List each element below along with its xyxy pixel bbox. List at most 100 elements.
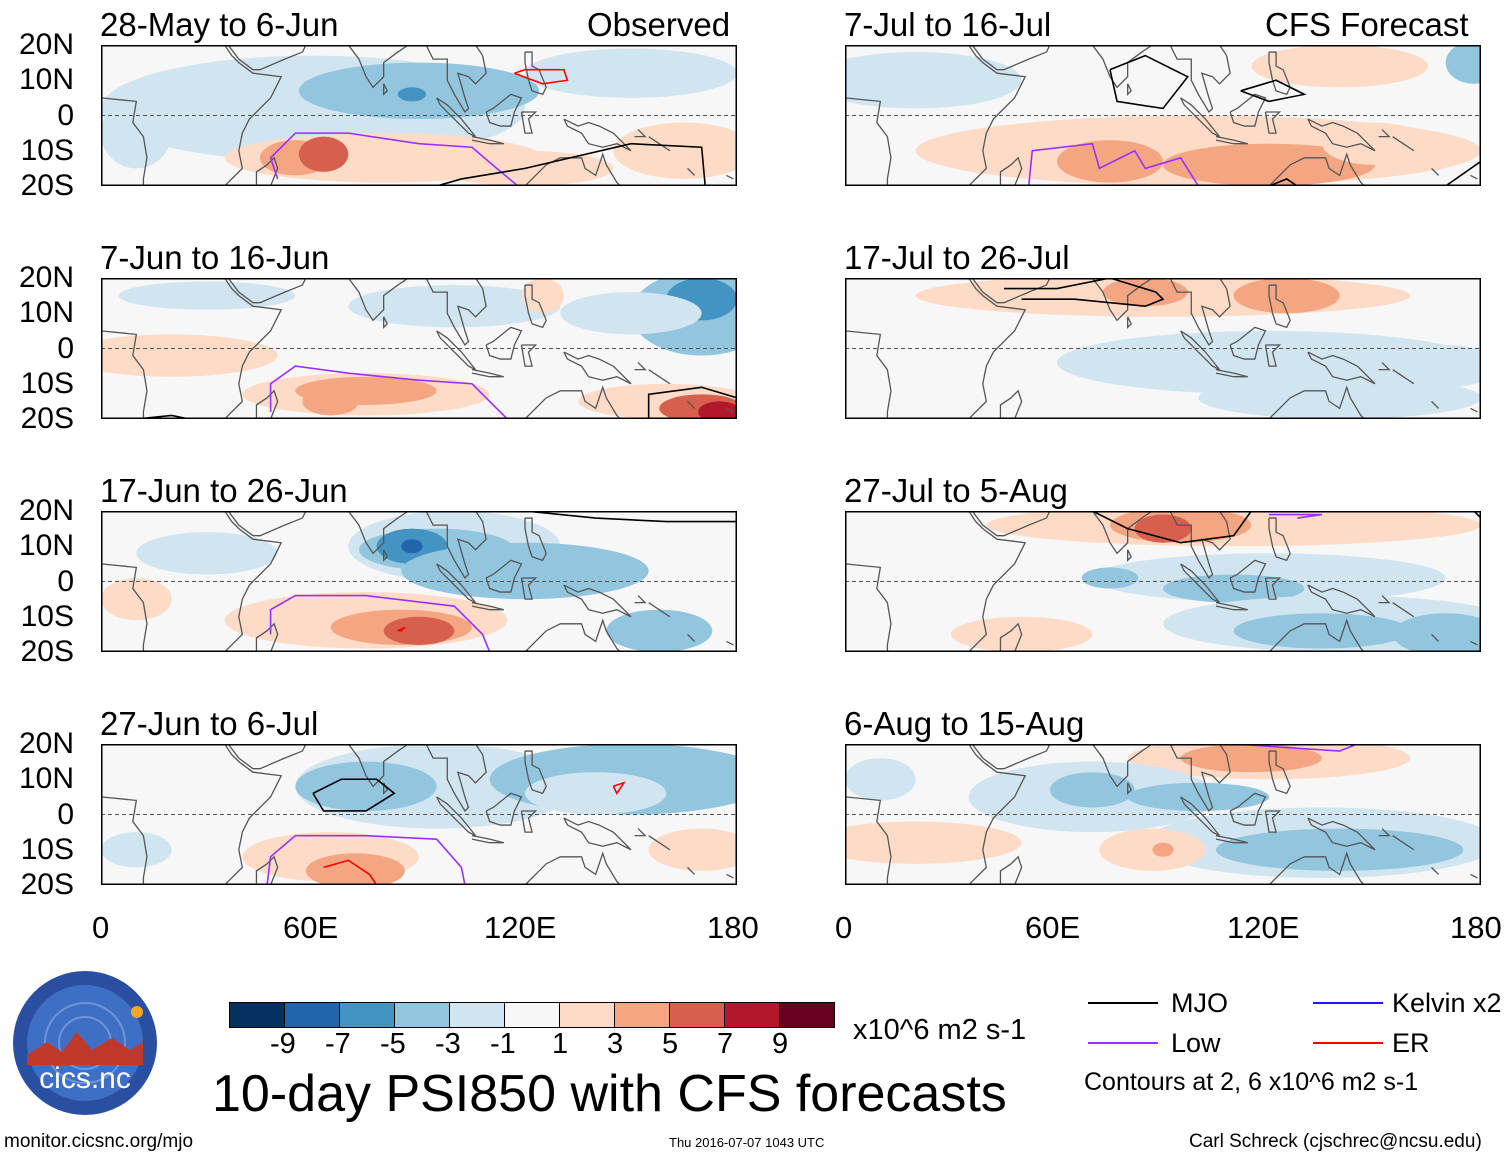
coastline bbox=[1379, 130, 1390, 137]
coastline bbox=[1216, 836, 1248, 843]
footer-url[interactable]: monitor.cicsnc.org/mjo bbox=[4, 1131, 194, 1152]
coastline bbox=[1248, 853, 1365, 885]
coastline bbox=[1308, 352, 1375, 384]
coastline bbox=[1092, 511, 1152, 553]
anomaly-shading bbox=[1127, 782, 1269, 811]
coastline bbox=[348, 45, 408, 87]
lat-label: 10N bbox=[18, 529, 74, 563]
coastline bbox=[1092, 744, 1152, 786]
coastline bbox=[649, 836, 670, 850]
coastline bbox=[1170, 278, 1230, 345]
coastline bbox=[1181, 564, 1220, 603]
anomaly-shading bbox=[383, 616, 455, 645]
coastline bbox=[688, 867, 695, 874]
legend-label-low: Low bbox=[1171, 1028, 1221, 1058]
coastline bbox=[256, 158, 277, 186]
footer-credit: Carl Schreck (cjschrec@ncsu.edu) bbox=[1189, 1131, 1482, 1152]
lat-label: 20S bbox=[20, 402, 74, 436]
colorbar-tick-label: 9 bbox=[772, 1028, 789, 1060]
lat-label: 10N bbox=[18, 296, 74, 330]
figure-title: 10-day PSI850 with CFS forecasts bbox=[212, 1065, 1007, 1123]
anomaly-shading bbox=[648, 828, 737, 871]
coastline bbox=[1092, 45, 1152, 87]
anomaly-shading bbox=[845, 821, 1022, 864]
lat-label: 10S bbox=[20, 599, 74, 633]
lon-label: 120E bbox=[1227, 910, 1300, 945]
coastline bbox=[1181, 797, 1220, 836]
coastline bbox=[1128, 783, 1132, 794]
lat-label: 20N bbox=[18, 261, 74, 294]
coastline bbox=[504, 620, 621, 652]
coastline bbox=[1216, 603, 1248, 610]
coastline bbox=[472, 836, 504, 843]
lat-label: 10S bbox=[20, 133, 74, 167]
coastline bbox=[228, 278, 306, 303]
lat-label: 10N bbox=[18, 63, 74, 97]
coastline bbox=[472, 370, 504, 377]
anomaly-shading bbox=[101, 577, 172, 621]
coastline bbox=[525, 285, 546, 327]
filtered-contour bbox=[398, 627, 405, 631]
coastline bbox=[1265, 112, 1279, 133]
coastline bbox=[486, 793, 521, 825]
coastline bbox=[564, 352, 631, 384]
coastline bbox=[1269, 285, 1290, 327]
panel-title: 27-Jul to 5-Aug bbox=[844, 472, 1068, 509]
coastline bbox=[1265, 578, 1279, 599]
coastline bbox=[726, 408, 733, 412]
colorbar-swatch bbox=[670, 1003, 725, 1027]
coastline bbox=[972, 45, 1050, 70]
coastline bbox=[688, 401, 695, 408]
coastline bbox=[564, 818, 631, 850]
colorbar-tick-label: -5 bbox=[380, 1028, 406, 1060]
filtered-contour bbox=[649, 387, 737, 419]
anomaly-shading bbox=[1081, 567, 1139, 589]
anomaly-shading bbox=[1322, 122, 1428, 165]
anomaly-shading bbox=[136, 532, 278, 575]
colorbar-tick-label: 7 bbox=[717, 1028, 734, 1060]
colorbar-tick-label: 5 bbox=[662, 1028, 679, 1060]
panel-title: 28-May to 6-Jun bbox=[100, 6, 339, 43]
lon-label: 60E bbox=[283, 910, 339, 945]
coastline bbox=[504, 154, 621, 186]
filtered-contour bbox=[1241, 80, 1305, 101]
anomaly-shading bbox=[560, 292, 702, 335]
coastline bbox=[635, 363, 646, 370]
psi850-map-panel bbox=[101, 744, 737, 885]
coastline bbox=[635, 596, 646, 603]
lon-label: 180 bbox=[1450, 910, 1502, 945]
coastline bbox=[426, 511, 486, 578]
coastline bbox=[635, 130, 646, 137]
coastline bbox=[1216, 370, 1248, 377]
coastline bbox=[1269, 518, 1290, 560]
panel-title: 7-Jun to 16-Jun bbox=[100, 239, 330, 276]
filtered-contour bbox=[525, 511, 737, 522]
coastline bbox=[1248, 154, 1365, 186]
anomaly-shading bbox=[845, 758, 916, 801]
coastline bbox=[649, 603, 670, 617]
coastline bbox=[1170, 511, 1230, 578]
legend-line-er bbox=[1313, 1042, 1383, 1044]
anomaly-shading bbox=[525, 772, 667, 815]
coastline bbox=[348, 511, 408, 553]
coastline bbox=[1128, 84, 1132, 95]
colorbar-tick-label: -9 bbox=[270, 1028, 296, 1060]
filtered-contour bbox=[1110, 56, 1188, 109]
coastline bbox=[564, 119, 631, 151]
anomaly-shading bbox=[1180, 744, 1322, 773]
coastline bbox=[521, 345, 535, 366]
legend-label-kelvin: Kelvin x2 bbox=[1392, 988, 1502, 1018]
coastline bbox=[1432, 634, 1439, 641]
coastline bbox=[472, 137, 504, 144]
coastline bbox=[1000, 158, 1021, 186]
colorbar-tick-label: 1 bbox=[552, 1028, 569, 1060]
coastline bbox=[1379, 363, 1390, 370]
colorbar-swatch bbox=[395, 1003, 450, 1027]
coastline bbox=[437, 331, 476, 370]
lon-label: 0 bbox=[92, 910, 110, 945]
coastline bbox=[521, 811, 535, 832]
filtered-contour bbox=[1029, 144, 1199, 186]
coastline bbox=[525, 751, 546, 793]
anomaly-shading bbox=[1392, 613, 1481, 652]
